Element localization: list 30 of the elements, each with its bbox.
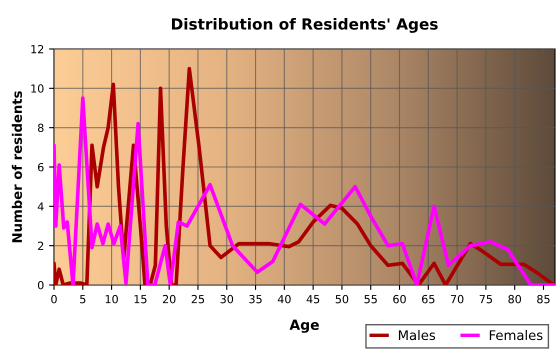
chart-title: Distribution of Residents' Ages [172, 18, 438, 33]
y-tick-label: 8 [38, 124, 44, 132]
x-tick-label: 15 [134, 295, 146, 304]
x-tick-label: 45 [306, 295, 320, 304]
x-tick-label: 85 [537, 294, 550, 304]
x-tick-label: 80 [508, 294, 522, 304]
legend-label: Males [398, 330, 436, 340]
y-tick-label: 10 [31, 84, 44, 93]
legend-label: Females [490, 330, 542, 340]
x-tick-label: 70 [450, 294, 464, 304]
x-tick-label: 40 [278, 294, 291, 304]
y-tick-label: 2 [38, 242, 44, 250]
x-tick-label: 75 [480, 295, 492, 304]
x-tick-label: 35 [249, 294, 262, 304]
x-tick-label: 55 [364, 295, 377, 304]
x-tick-label: 10 [106, 294, 118, 304]
y-tick-label: 6 [38, 162, 44, 172]
y-axis-title: Number of residents [12, 91, 22, 242]
x-tick-label: 20 [162, 294, 176, 304]
x-tick-label: 30 [220, 294, 234, 304]
x-axis-title: Age [290, 320, 319, 333]
x-tick-label: 60 [393, 294, 406, 304]
x-tick-label: 25 [192, 294, 204, 304]
y-tick-label: 0 [38, 280, 44, 290]
x-tick-label: 50 [336, 294, 348, 304]
x-tick-label: 65 [422, 294, 434, 304]
y-tick-label: 12 [31, 44, 44, 54]
y-tick-label: 4 [38, 202, 44, 211]
x-tick-label: 0 [51, 294, 57, 304]
x-tick-label: 5 [80, 295, 86, 304]
